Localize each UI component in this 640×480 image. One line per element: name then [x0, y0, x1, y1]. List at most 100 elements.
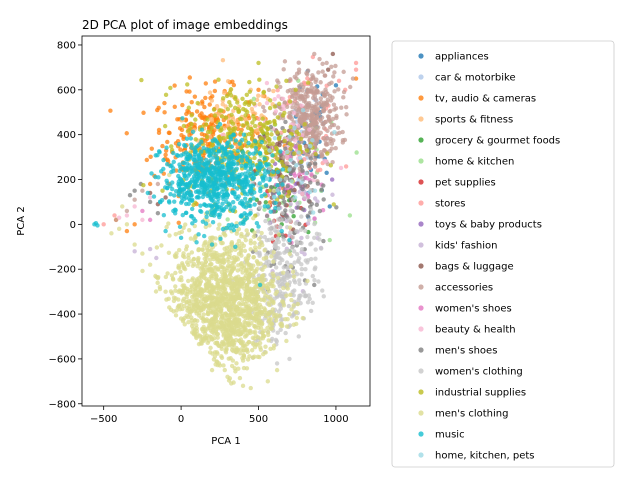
scatter-point [178, 269, 183, 274]
scatter-point [124, 222, 130, 227]
scatter-point [205, 304, 211, 309]
scatter-point [227, 99, 232, 105]
scatter-point [284, 104, 290, 110]
scatter-point [249, 135, 255, 141]
scatter-point [187, 75, 193, 80]
scatter-point [168, 85, 173, 91]
scatter-point [299, 246, 305, 252]
scatter-point [297, 172, 302, 177]
scatter-point [178, 316, 184, 321]
scatter-point [228, 149, 233, 155]
scatter-point [132, 242, 137, 247]
scatter-point [205, 180, 211, 186]
scatter-point [257, 200, 262, 206]
scatter-point [299, 180, 304, 185]
scatter-point [185, 292, 190, 297]
scatter-point [185, 129, 191, 134]
scatter-point [262, 156, 267, 161]
scatter-point [267, 137, 272, 142]
scatter-point [213, 242, 218, 247]
scatter-point [257, 236, 262, 242]
scatter-point [217, 177, 223, 182]
scatter-point [251, 342, 256, 347]
scatter-point [325, 151, 330, 156]
scatter-point [279, 228, 284, 234]
scatter-point [208, 262, 213, 267]
scatter-point [190, 129, 196, 134]
scatter-point [297, 155, 303, 161]
scatter-point [266, 162, 271, 167]
scatter-point [263, 182, 269, 188]
scatter-point [177, 168, 183, 174]
scatter-point [101, 222, 106, 227]
scatter-point [270, 141, 276, 146]
scatter-point [209, 116, 214, 122]
scatter-point [202, 171, 208, 176]
scatter-point [140, 217, 145, 223]
scatter-point [292, 187, 297, 193]
legend-marker [418, 242, 424, 248]
scatter-point [308, 308, 314, 314]
scatter-point [288, 157, 293, 163]
scatter-point [200, 219, 206, 224]
scatter-point [321, 92, 327, 98]
scatter-point [247, 198, 253, 204]
legend-marker [418, 305, 424, 311]
scatter-point [312, 164, 318, 169]
scatter-point [247, 151, 252, 156]
scatter-point [216, 226, 221, 231]
scatter-point [295, 113, 300, 118]
legend-frame [391, 40, 615, 468]
scatter-point [207, 102, 212, 107]
scatter-point [167, 233, 172, 238]
scatter-point [262, 248, 267, 253]
scatter-point [275, 78, 280, 83]
scatter-point [312, 161, 318, 166]
scatter-point [185, 82, 190, 87]
scatter-point [116, 215, 122, 220]
scatter-point [273, 244, 279, 250]
scatter-point [256, 224, 261, 229]
scatter-point [186, 320, 191, 325]
scatter-point [210, 219, 216, 225]
scatter-point [265, 379, 271, 384]
scatter-point [238, 324, 243, 330]
scatter-point [330, 192, 335, 197]
scatter-point [237, 375, 243, 381]
scatter-point [194, 109, 200, 114]
scatter-point [300, 168, 305, 173]
scatter-point [160, 188, 165, 193]
scatter-point [275, 130, 280, 135]
scatter-point [204, 134, 210, 140]
scatter-point [306, 163, 311, 169]
scatter-point [192, 163, 197, 168]
scatter-point [174, 254, 179, 259]
scatter-point [305, 221, 311, 226]
scatter-point [208, 296, 214, 301]
scatter-point [246, 275, 252, 281]
scatter-point [285, 193, 291, 199]
scatter-point [271, 250, 276, 255]
scatter-point [217, 222, 222, 227]
scatter-point [288, 219, 293, 224]
scatter-point [233, 244, 238, 249]
scatter-point [278, 317, 284, 323]
legend-marker [418, 368, 424, 374]
scatter-point [212, 169, 217, 175]
scatter-point [251, 96, 257, 101]
scatter-point [284, 248, 290, 254]
scatter-point [234, 324, 239, 330]
scatter-point [224, 322, 230, 327]
scatter-point [259, 230, 264, 236]
scatter-point [169, 144, 174, 149]
y-tick-label: 600 [57, 85, 76, 96]
scatter-point [228, 103, 233, 108]
y-axis-label: PCA 2 [16, 206, 27, 235]
scatter-point [193, 117, 198, 122]
scatter-point [267, 188, 272, 193]
scatter-point [324, 135, 330, 141]
scatter-point [276, 232, 282, 237]
y-tick-label: −800 [49, 399, 76, 410]
scatter-point [276, 206, 281, 212]
